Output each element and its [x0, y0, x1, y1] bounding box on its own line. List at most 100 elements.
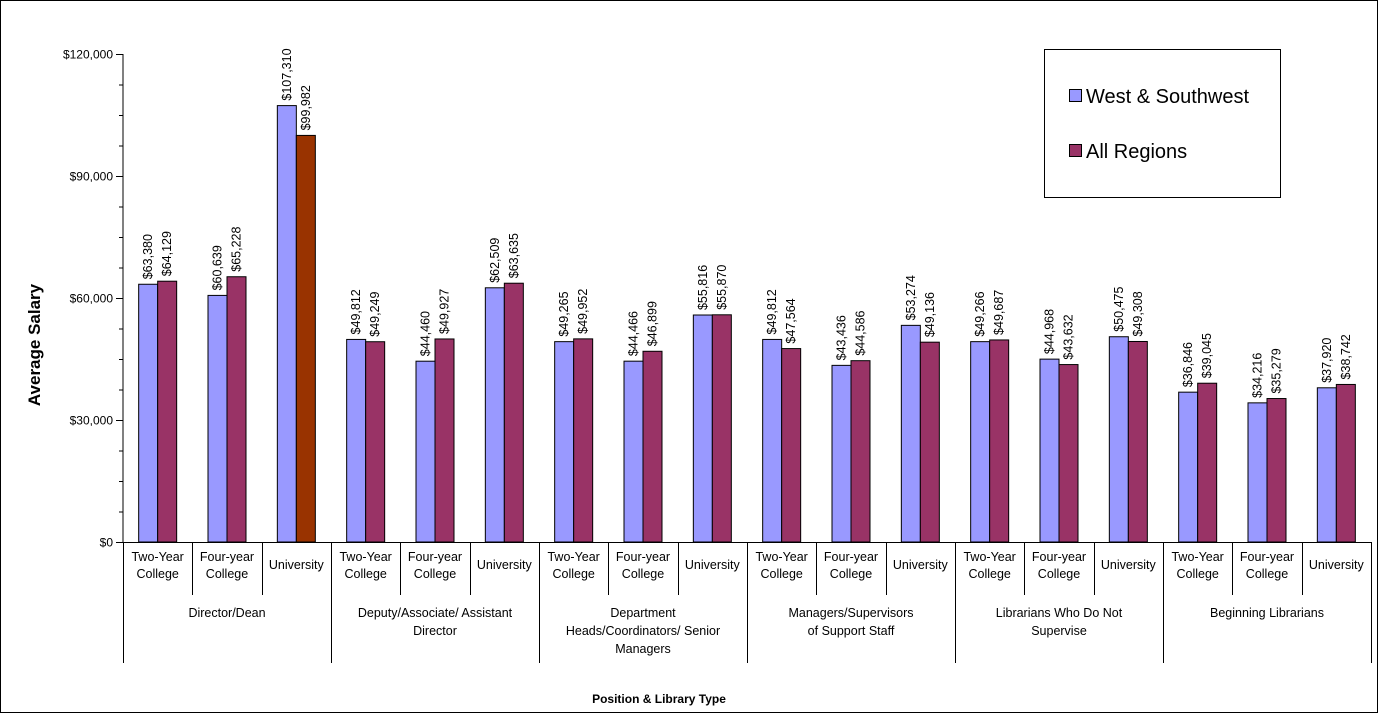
bar-west-southwest: [1316, 387, 1337, 543]
data-label: $49,812: [349, 289, 363, 334]
category-label: Two-Year: [963, 550, 1015, 564]
x-axis-title: Position & Library Type: [592, 692, 726, 706]
category-label: College: [760, 567, 802, 581]
category-label: Two-Year: [1171, 550, 1223, 564]
category-label: University: [893, 558, 949, 572]
group-label: Director/Dean: [188, 606, 265, 620]
data-label: $34,216: [1251, 353, 1265, 398]
category-label: Four-year: [616, 550, 670, 564]
category-label: College: [552, 567, 594, 581]
y-tick-label: $30,000: [70, 414, 114, 428]
legend-swatch-all-regions: [1069, 144, 1082, 157]
data-label: $43,632: [1062, 314, 1076, 359]
category-label: College: [968, 567, 1010, 581]
category-label: Two-Year: [547, 550, 599, 564]
category-label: Two-Year: [131, 550, 183, 564]
category-label: University: [1309, 558, 1365, 572]
bar-west-southwest: [1178, 391, 1199, 543]
data-label: $50,475: [1112, 287, 1126, 332]
data-labels-layer: $63,380 $60,639 $107,310 $49,812 $44,460 $62,…: [141, 48, 1353, 397]
legend-box: [1044, 49, 1281, 198]
category-label: University: [685, 558, 741, 572]
data-label: $99,982: [299, 85, 313, 130]
data-label: $65,228: [230, 227, 244, 272]
bar-west-southwest: [138, 283, 159, 543]
bar-west-southwest: [554, 341, 575, 543]
category-label: College: [830, 567, 872, 581]
data-label: $49,952: [576, 289, 590, 334]
data-label: $46,899: [646, 301, 660, 346]
y-axis: $0 $30,000 $60,000 $90,000 $120,000: [63, 48, 124, 550]
data-label: $49,266: [973, 291, 987, 336]
bar-west-southwest: [970, 341, 991, 543]
category-label: College: [1246, 567, 1288, 581]
data-label: $44,466: [627, 311, 641, 356]
group-label: Heads/Coordinators/ Senior: [566, 624, 720, 638]
data-label: $44,460: [419, 311, 433, 356]
category-label: Two-Year: [339, 550, 391, 564]
data-label: $49,136: [923, 292, 937, 337]
bar-all-regions: [573, 338, 594, 543]
group-label: Director: [413, 624, 457, 638]
data-label: $60,639: [211, 245, 225, 290]
data-label: $49,927: [438, 289, 452, 334]
category-label: College: [1176, 567, 1218, 581]
category-label: College: [206, 567, 248, 581]
bar-all-regions: [503, 282, 524, 543]
group-label: Managers: [615, 642, 671, 656]
bar-west-southwest: [415, 360, 436, 543]
legend-label-all-regions: All Regions: [1086, 141, 1187, 163]
bar-west-southwest: [831, 364, 852, 543]
category-label: College: [622, 567, 664, 581]
bar-all-regions: [850, 360, 871, 543]
category-label: Four-year: [200, 550, 254, 564]
bar-west-southwest: [276, 105, 297, 543]
data-label: $39,045: [1200, 333, 1214, 378]
category-label: College: [1038, 567, 1080, 581]
y-tick-label: $0: [100, 536, 114, 550]
bar-all-regions: [157, 280, 178, 543]
data-label: $107,310: [280, 48, 294, 100]
category-label: Four-year: [824, 550, 878, 564]
y-axis-title: Average Salary: [25, 283, 44, 406]
data-label: $63,635: [507, 233, 521, 278]
data-label: $63,380: [141, 234, 155, 279]
data-label: $64,129: [160, 231, 174, 276]
data-label: $47,564: [784, 298, 798, 343]
legend-label-west-southwest: West & Southwest: [1086, 86, 1249, 108]
group-label: Department: [610, 606, 676, 620]
y-tick-label: $120,000: [63, 48, 113, 62]
group-label: Deputy/Associate/ Assistant: [358, 606, 513, 620]
category-label: College: [414, 567, 456, 581]
bar-all-regions: [642, 350, 663, 543]
category-label: Four-year: [1240, 550, 1294, 564]
data-label: $35,279: [1270, 348, 1284, 393]
category-label: College: [344, 567, 386, 581]
bar-west-southwest: [1108, 336, 1129, 543]
bar-all-regions: [781, 348, 802, 543]
data-label: $62,509: [488, 238, 502, 283]
bar-west-southwest: [762, 338, 783, 543]
data-label: $49,265: [557, 291, 571, 336]
bar-west-southwest: [623, 360, 644, 543]
data-label: $37,920: [1320, 338, 1334, 383]
data-label: $53,274: [904, 275, 918, 320]
bar-all-regions: [711, 314, 732, 543]
data-label: $38,742: [1339, 334, 1353, 379]
data-label: $49,249: [368, 291, 382, 336]
category-label: College: [136, 567, 178, 581]
bar-all-regions: [434, 338, 455, 543]
data-label: $44,968: [1043, 309, 1057, 354]
bar-all-regions: [365, 341, 386, 543]
data-label: $55,870: [715, 265, 729, 310]
bar-west-southwest: [1039, 358, 1060, 543]
data-label: $36,846: [1181, 342, 1195, 387]
bar-west-southwest: [346, 338, 367, 543]
category-label: Four-year: [1032, 550, 1086, 564]
bar-west-southwest: [692, 314, 713, 543]
group-label: Librarians Who Do Not: [996, 606, 1123, 620]
data-label: $44,586: [854, 310, 868, 355]
bar-all-regions: [1335, 383, 1356, 543]
